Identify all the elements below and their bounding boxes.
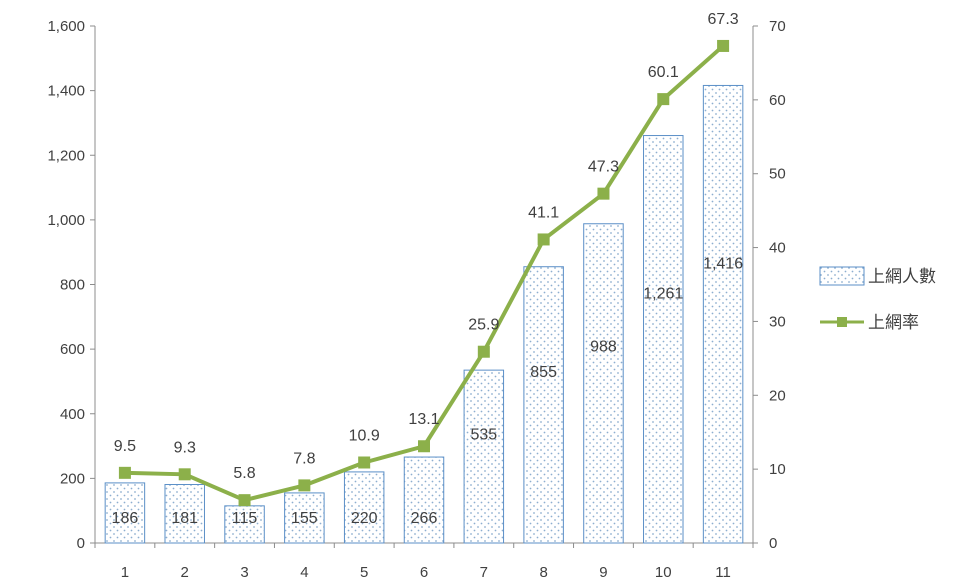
bar-data-label: 266 (411, 510, 438, 527)
line-data-label: 47.3 (588, 159, 619, 176)
right-tick-label: 70 (769, 18, 786, 35)
bar-data-label: 535 (470, 426, 497, 443)
right-tick-label: 40 (769, 240, 786, 257)
left-tick-label: 0 (77, 535, 85, 552)
line-marker (178, 468, 191, 481)
bar (104, 482, 146, 544)
line-data-label: 7.8 (293, 450, 315, 467)
line-data-label: 10.9 (349, 427, 380, 444)
line-marker (597, 187, 610, 200)
left-y-axis-ticks: 0 200 400 600 800 1,000 1,200 1,400 1,600 (47, 18, 95, 552)
legend-swatch-marker (837, 317, 847, 327)
x-tick-label: 9 (599, 564, 607, 581)
bar-data-label: 1,416 (703, 255, 743, 272)
bar-data-label: 186 (112, 510, 139, 527)
left-tick-label: 400 (60, 406, 85, 423)
bar (523, 266, 564, 544)
line-data-label: 67.3 (708, 11, 739, 28)
line-marker (298, 479, 311, 492)
x-tick-label: 6 (420, 564, 428, 581)
bar (403, 456, 445, 544)
line-marker (537, 233, 550, 246)
bar-data-label: 115 (232, 510, 258, 527)
line-data-label: 41.1 (528, 204, 559, 221)
bar-data-label: 988 (590, 338, 617, 355)
x-tick-label: 2 (181, 564, 189, 581)
right-tick-label: 0 (769, 535, 777, 552)
line-series (118, 39, 730, 507)
left-tick-label: 1,200 (47, 147, 85, 164)
x-tick-label: 3 (240, 564, 248, 581)
bar-series (104, 84, 744, 544)
right-tick-label: 20 (769, 387, 786, 404)
line-marker (418, 440, 430, 453)
left-tick-label: 1,600 (47, 18, 85, 35)
bar (643, 135, 684, 544)
right-tick-label: 60 (769, 92, 786, 109)
bar (463, 369, 505, 544)
right-y-axis-ticks: 0 10 20 30 40 50 60 70 (753, 18, 786, 552)
left-tick-label: 800 (60, 277, 85, 294)
bar (284, 492, 325, 544)
x-tick-label: 7 (480, 564, 488, 581)
bar-data-label: 155 (291, 510, 318, 527)
bar (343, 471, 385, 544)
bar (164, 484, 205, 544)
line-path (124, 44, 725, 503)
x-tick-label: 8 (539, 564, 547, 581)
left-tick-label: 600 (60, 341, 85, 358)
line-data-label: 9.5 (114, 438, 136, 455)
left-tick-label: 200 (60, 470, 85, 487)
left-tick-label: 1,400 (47, 83, 85, 100)
bar-data-labels: 186 181 115 155 220 266 535 855 988 1,261 1,416 (112, 255, 744, 527)
right-tick-label: 50 (769, 166, 786, 183)
legend: 上網人數 上網率 (819, 266, 936, 332)
bar-data-label: 1,261 (643, 286, 683, 303)
line-marker (118, 466, 131, 479)
line-data-label: 13.1 (408, 411, 439, 428)
x-tick-label: 5 (360, 564, 368, 581)
line-marker (358, 456, 371, 469)
line-data-labels: 9.5 9.3 5.8 7.8 10.9 13.1 25.9 41.1 47.3 60.1 67.3 (114, 11, 739, 482)
x-tick-label: 11 (715, 564, 731, 581)
line-marker (238, 494, 251, 507)
bar (702, 84, 744, 544)
left-tick-label: 1,000 (47, 212, 85, 229)
bar (583, 223, 624, 544)
line-data-label: 5.8 (233, 465, 255, 482)
bar-data-label: 181 (171, 510, 198, 527)
line-marker (657, 93, 670, 106)
x-tick-label: 10 (655, 564, 672, 581)
legend-label-bar: 上網人數 (868, 267, 936, 286)
bar-data-label: 855 (530, 364, 557, 381)
line-marker (477, 345, 490, 358)
right-tick-label: 10 (769, 461, 786, 478)
x-axis-ticks: 1 2 3 4 5 6 7 8 9 10 11 (94, 543, 754, 581)
legend-label-line: 上網率 (868, 313, 919, 332)
line-data-label: 60.1 (648, 64, 679, 81)
right-tick-label: 30 (769, 313, 786, 330)
x-tick-label: 1 (121, 564, 129, 581)
x-tick-label: 4 (300, 564, 308, 581)
line-marker (717, 39, 730, 52)
bar-data-label: 220 (351, 510, 378, 527)
legend-swatch-bar (819, 266, 865, 286)
line-data-label: 9.3 (174, 439, 196, 456)
line-data-label: 25.9 (468, 317, 499, 334)
